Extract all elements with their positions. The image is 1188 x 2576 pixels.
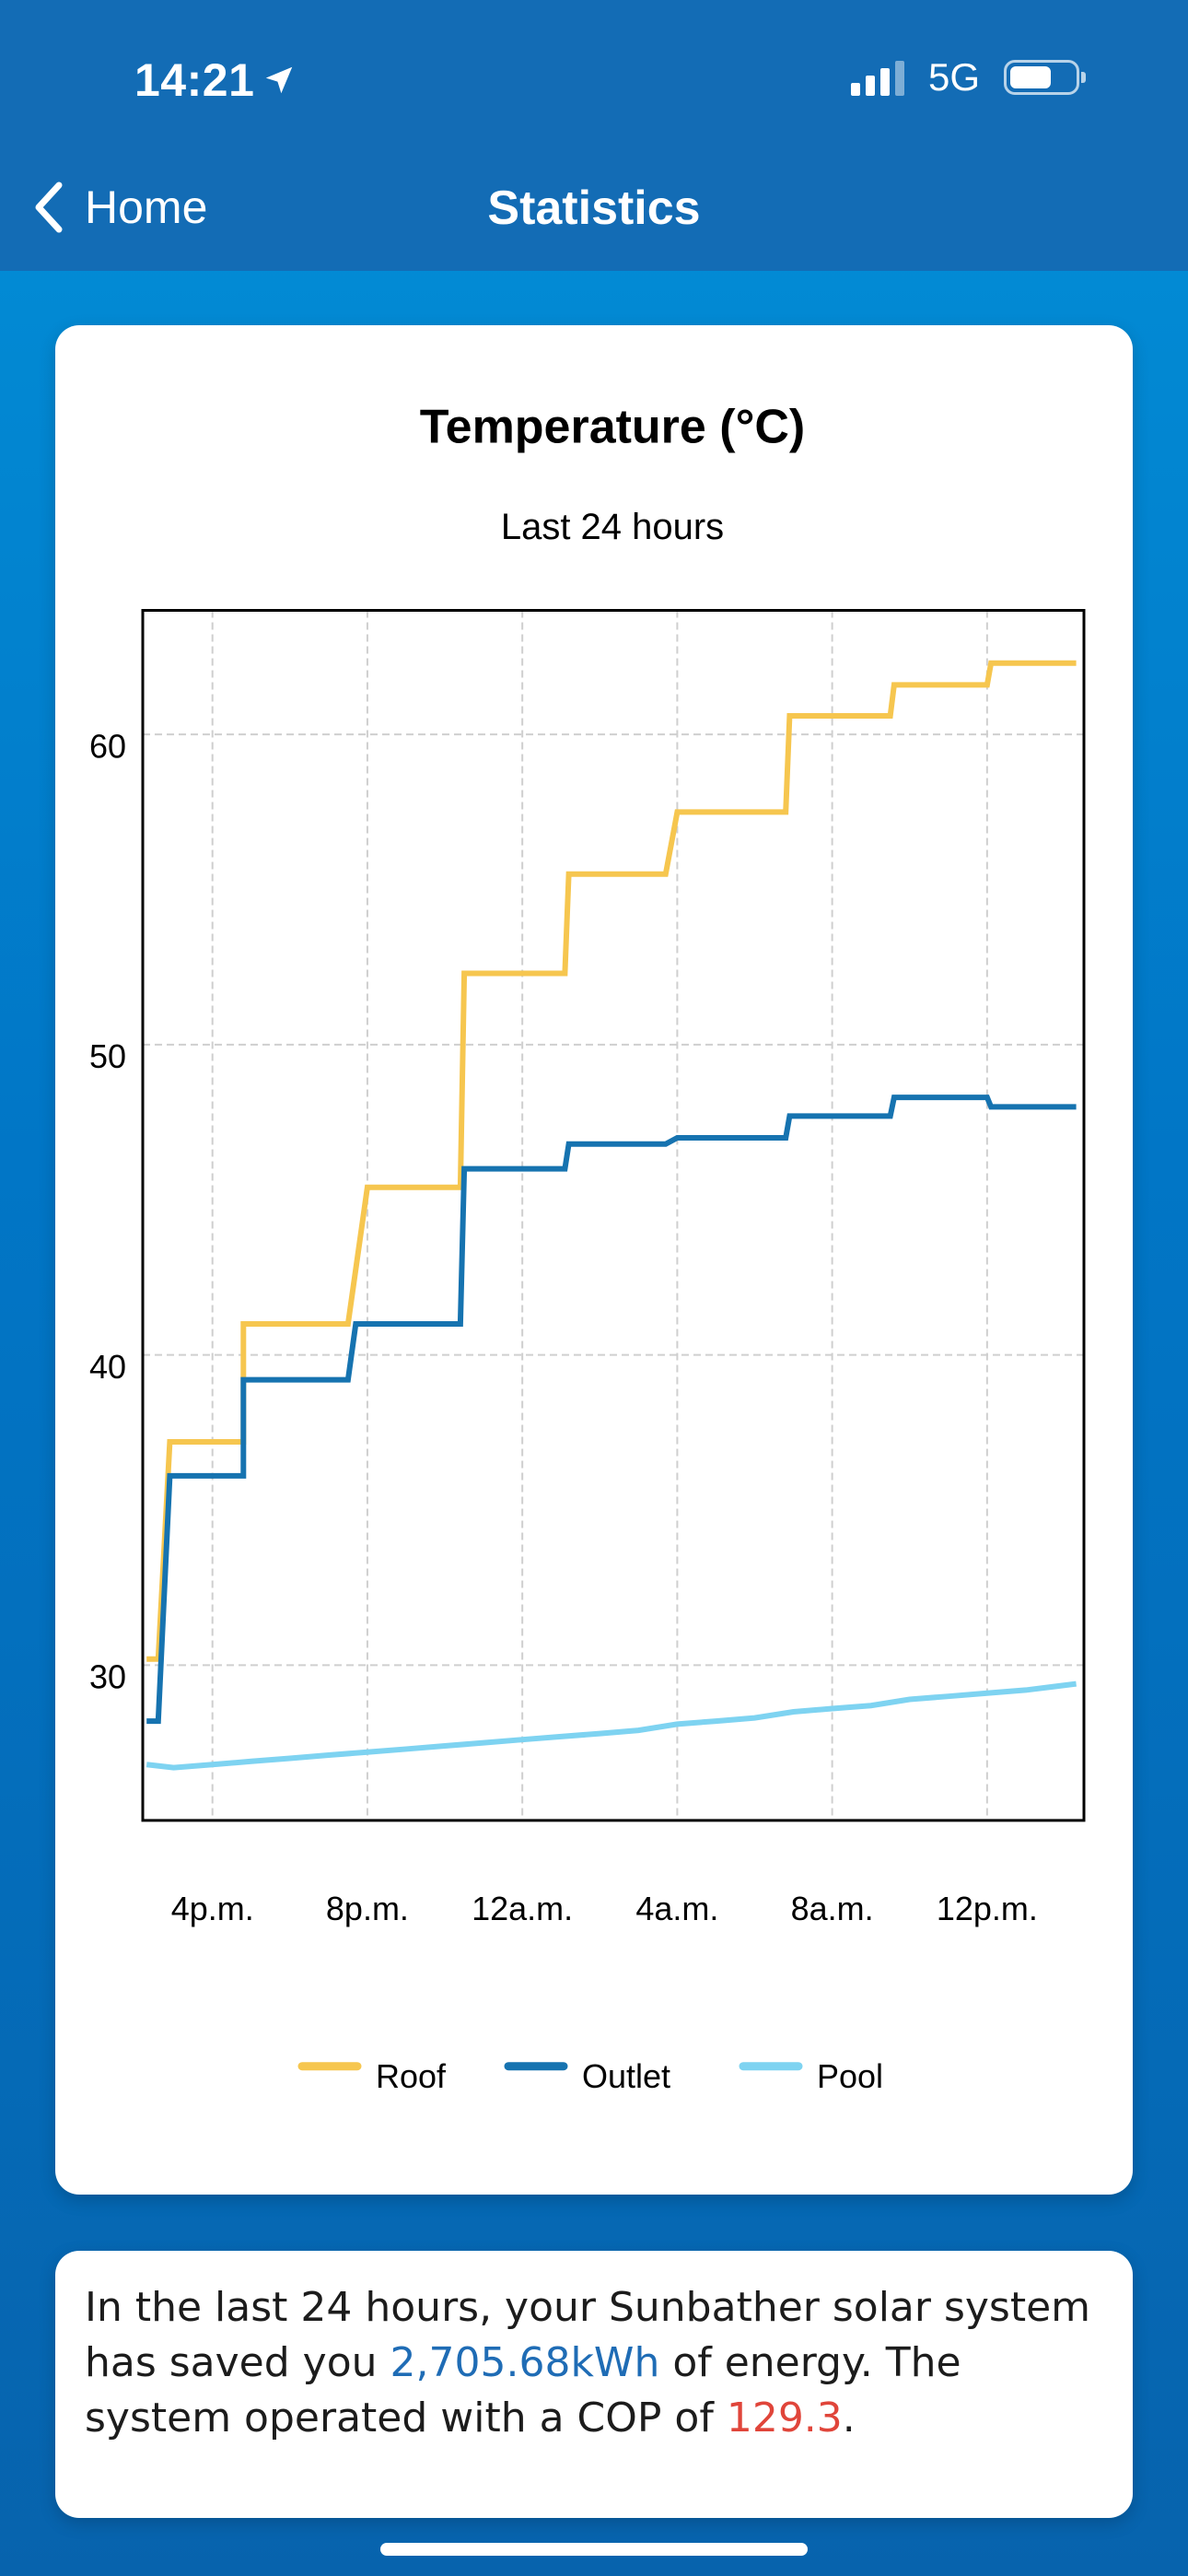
home-indicator[interactable]	[380, 2543, 808, 2556]
x-tick-label: 12a.m.	[472, 1890, 573, 1927]
temperature-chart: Temperature (°C) Last 24 hours 30 40 50 60 4…	[89, 401, 1133, 2095]
cellular-signal-icon	[850, 59, 904, 96]
series-line-roof	[146, 663, 1076, 1659]
x-tick-label: 8p.m.	[326, 1890, 409, 1927]
x-tick-label: 12p.m.	[937, 1890, 1038, 1927]
y-tick-label: 60	[89, 727, 126, 765]
legend-label-roof: Roof	[376, 2057, 447, 2095]
network-type: 5G	[927, 55, 980, 99]
summary-middle: of energy. The system operated with a CO…	[85, 2339, 961, 2441]
x-tick-label: 8a.m.	[791, 1890, 874, 1927]
back-button[interactable]: Home	[33, 181, 207, 234]
summary-end: .	[842, 2395, 856, 2441]
x-tick-label: 4p.m.	[171, 1890, 254, 1927]
location-arrow-icon	[266, 66, 293, 94]
navigation-bar: 14:21 5G Home Statistics	[0, 0, 1188, 271]
battery-icon	[1004, 60, 1086, 95]
x-tick-label: 4a.m.	[635, 1890, 718, 1927]
back-button-label: Home	[85, 181, 208, 233]
series-line-pool	[146, 1684, 1076, 1768]
chart-title: Temperature (°C)	[420, 401, 805, 454]
chevron-left-icon	[35, 181, 63, 233]
summary-text: In the last 24 hours, your Sunbather sol…	[85, 2280, 1107, 2446]
summary-card: In the last 24 hours, your Sunbather sol…	[55, 2251, 1133, 2518]
temperature-chart-card: Temperature (°C) Last 24 hours 30 40 50 60 4…	[55, 325, 1133, 2195]
energy-saved-value: 2,705.68kWh	[390, 2339, 660, 2386]
y-tick-label: 40	[89, 1348, 126, 1386]
series-line-outlet	[146, 1097, 1076, 1721]
clock-text: 14:21	[134, 54, 255, 106]
summary-intro: In the last 24 hours, your Sunbather sol…	[85, 2284, 1091, 2386]
legend-label-outlet: Outlet	[582, 2057, 670, 2095]
status-time: 14:21	[134, 53, 297, 107]
cop-value: 129.3	[726, 2395, 843, 2441]
y-tick-label: 50	[89, 1037, 126, 1075]
plot-frame	[143, 610, 1084, 1820]
legend-label-pool: Pool	[817, 2057, 883, 2095]
status-indicators: 5G	[850, 55, 1086, 100]
y-tick-label: 30	[89, 1658, 126, 1696]
chart-subtitle: Last 24 hours	[501, 507, 724, 547]
